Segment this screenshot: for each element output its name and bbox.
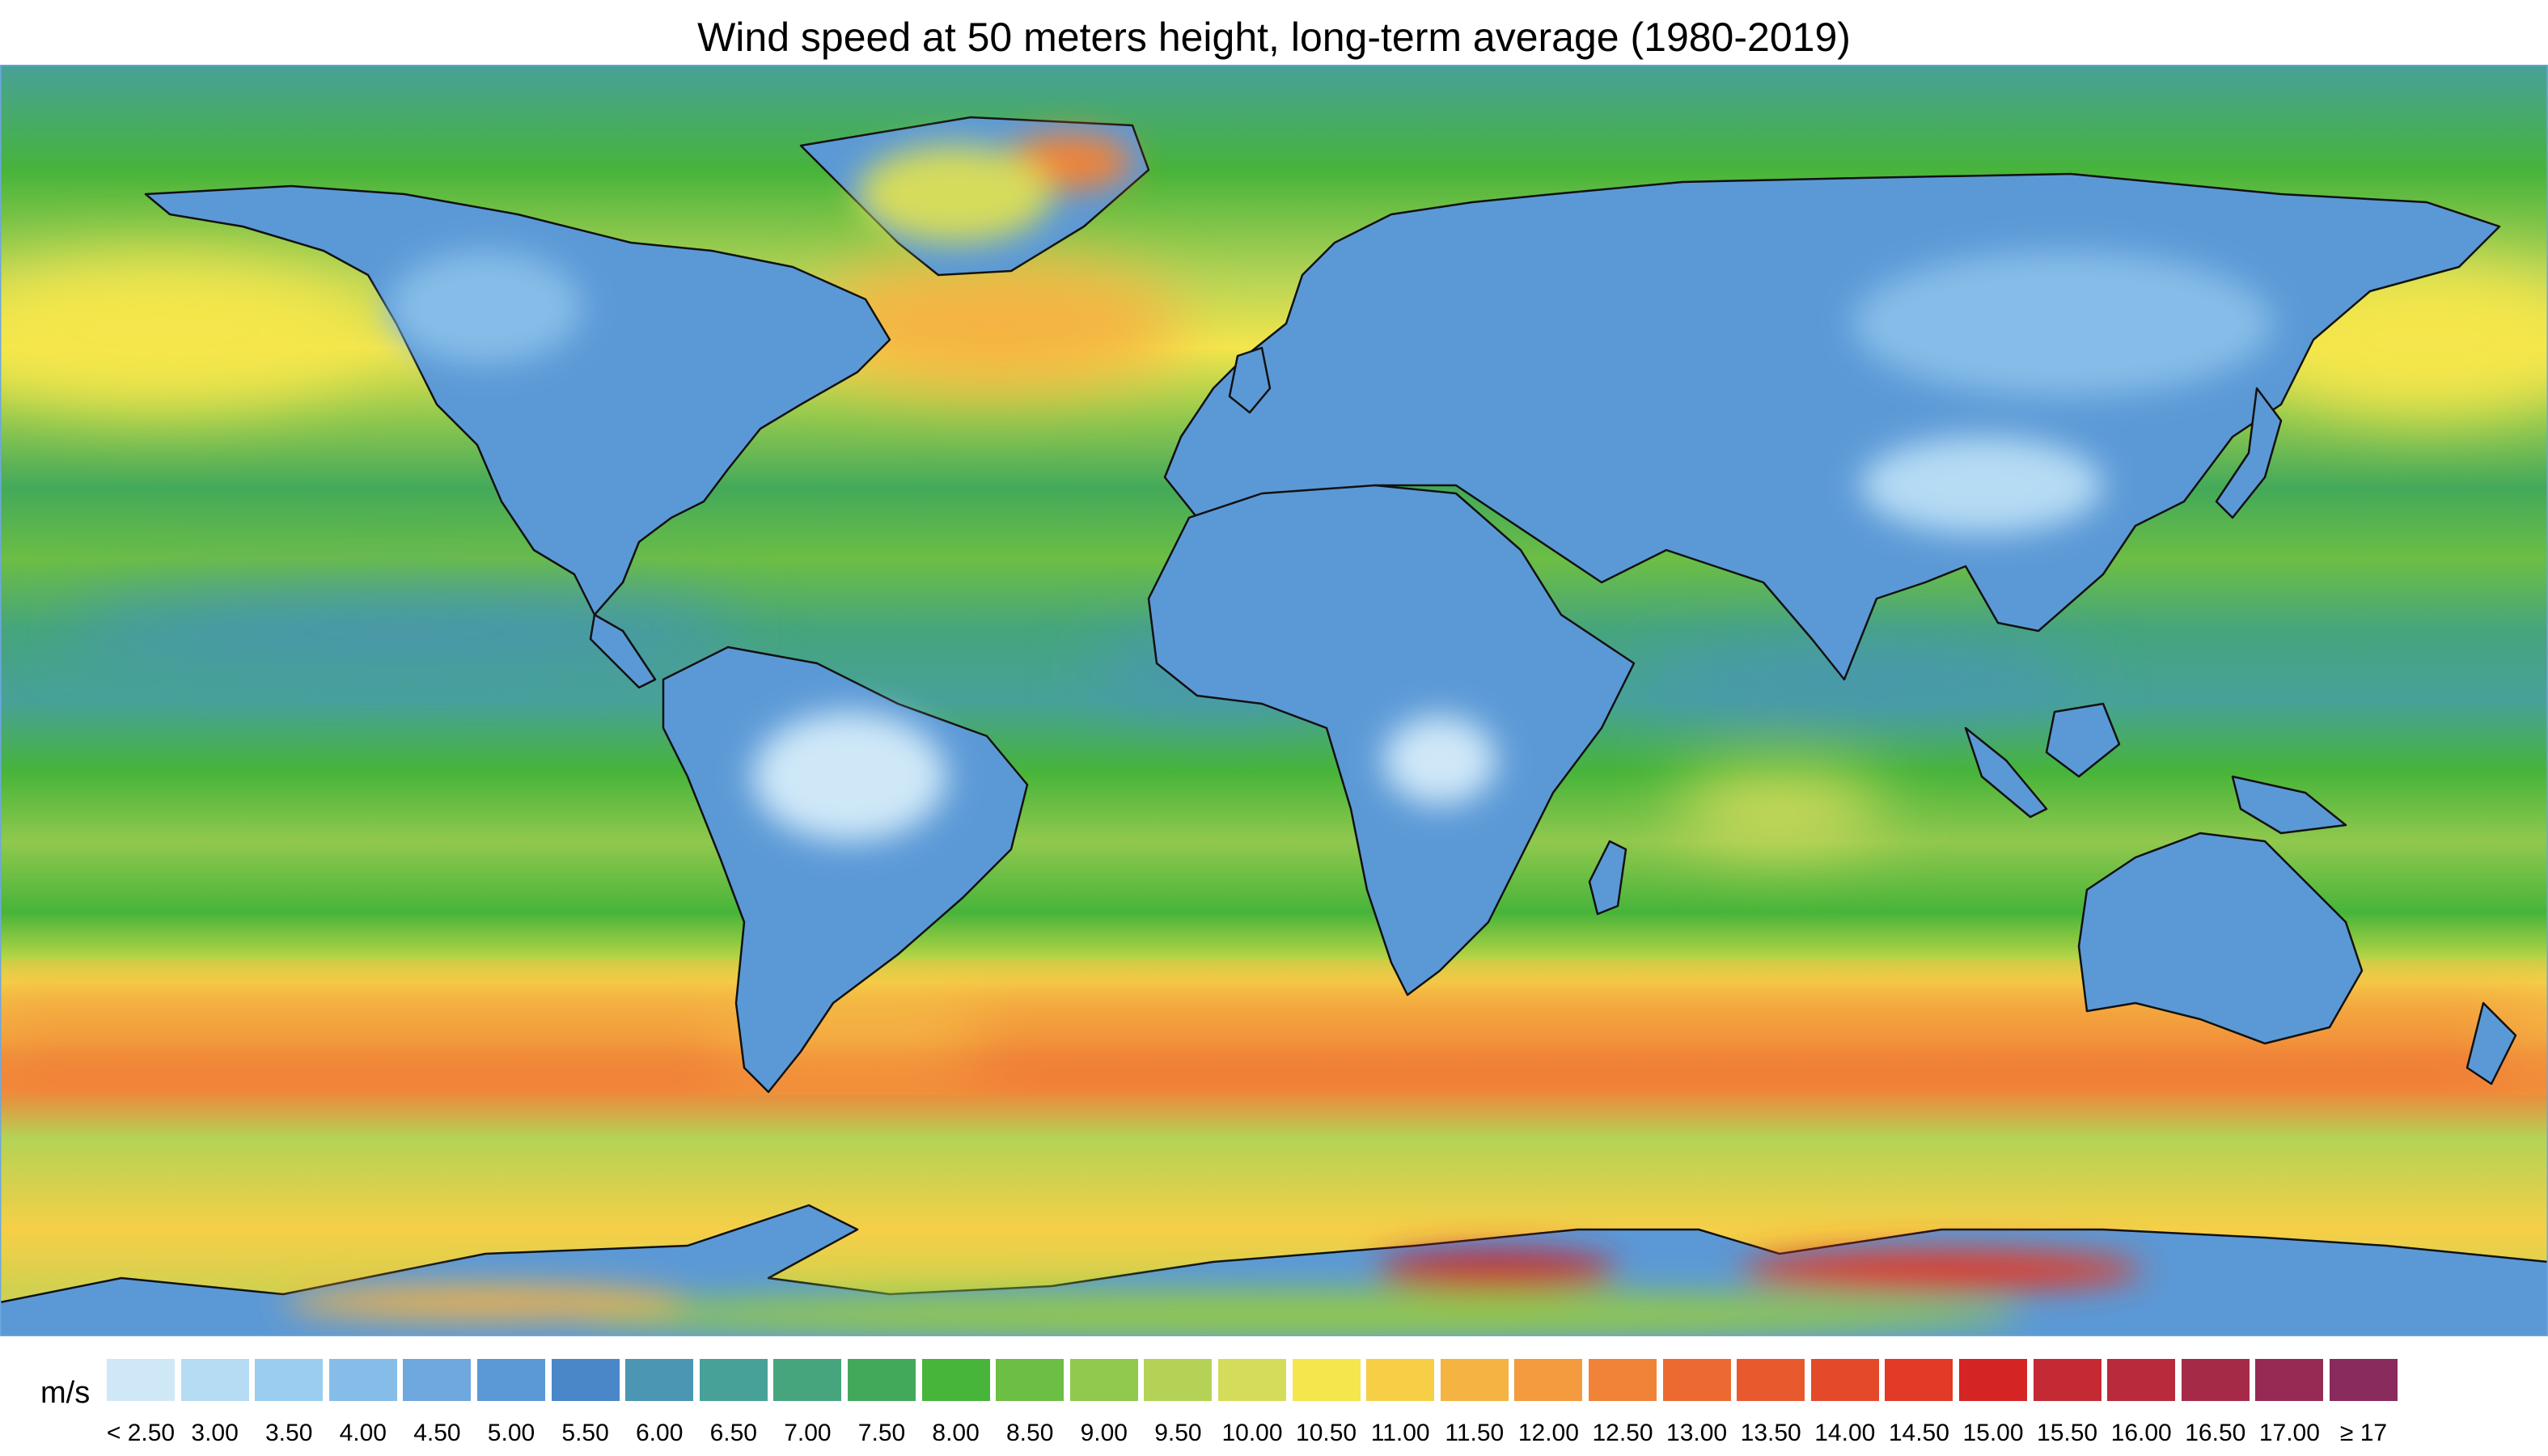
legend-tick-label: 9.50 xyxy=(1154,1420,1202,1446)
legend-tick-label: 14.50 xyxy=(1888,1420,1949,1446)
new-zealand-shape xyxy=(2465,1001,2517,1086)
legend-tick-label: < 2.50 xyxy=(106,1420,176,1446)
legend-swatch xyxy=(1440,1359,1509,1401)
indonesia-borneo-shape xyxy=(2045,702,2121,778)
legend-tick-label: 4.50 xyxy=(413,1420,461,1446)
legend-tick-label: 3.50 xyxy=(265,1420,313,1446)
madagascar-shape xyxy=(1588,840,1627,916)
legend-swatch xyxy=(1737,1359,1805,1401)
antarctic-interior xyxy=(566,1290,2022,1336)
legend-tick-label: 12.50 xyxy=(1592,1420,1653,1446)
legend-swatch xyxy=(328,1359,397,1401)
legend-swatch xyxy=(1959,1359,2027,1401)
legend-tick-label: 14.00 xyxy=(1814,1420,1876,1446)
british-isles-shape xyxy=(1228,346,1272,414)
canada-calm-region xyxy=(388,251,582,364)
north-america-shape xyxy=(144,184,891,616)
legend-tick-label: 9.00 xyxy=(1080,1420,1128,1446)
legend-swatch xyxy=(2181,1359,2250,1401)
legend-swatch xyxy=(1514,1359,1583,1401)
legend-tick-label: 4.00 xyxy=(339,1420,387,1446)
legend-swatch xyxy=(107,1359,175,1401)
indian-ocean-calm xyxy=(1634,647,2087,712)
wind-speed-map xyxy=(0,65,2548,1336)
legend-swatch xyxy=(477,1359,545,1401)
legend-swatch xyxy=(551,1359,620,1401)
legend-swatch xyxy=(848,1359,916,1401)
central-america-shape xyxy=(589,613,657,689)
legend-tick-label: 5.00 xyxy=(487,1420,535,1446)
legend-swatch xyxy=(1069,1359,1138,1401)
legend-swatch xyxy=(1589,1359,1657,1401)
legend-tick-label: 8.50 xyxy=(1005,1420,1054,1446)
legend-swatch xyxy=(625,1359,694,1401)
japan-shape xyxy=(2215,387,2283,519)
legend-tick-label: 10.00 xyxy=(1221,1420,1283,1446)
legend-tick-label: 5.50 xyxy=(561,1420,609,1446)
legend-tick-label: ≥ 17 xyxy=(2339,1420,2388,1446)
legend-swatch xyxy=(1662,1359,1731,1401)
legend-swatch xyxy=(2107,1359,2176,1401)
legend-tick-label: 12.00 xyxy=(1517,1420,1579,1446)
legend-tick-label: 15.00 xyxy=(1962,1420,2024,1446)
legend-tick-label: 16.00 xyxy=(2110,1420,2172,1446)
legend-swatch xyxy=(1144,1359,1213,1401)
legend-tick-label: 7.50 xyxy=(857,1420,906,1446)
map-title: Wind speed at 50 meters height, long-ter… xyxy=(697,15,1851,60)
indonesia-sumatra-shape xyxy=(1964,726,2048,819)
legend-swatch xyxy=(180,1359,249,1401)
tibet-calm-region xyxy=(1860,437,2103,534)
legend-tick-label: 8.00 xyxy=(932,1420,980,1446)
legend-tick-label: 6.00 xyxy=(635,1420,684,1446)
amazon-calm-region xyxy=(752,712,946,841)
legend-swatch xyxy=(1885,1359,1953,1401)
legend-swatch xyxy=(1810,1359,1879,1401)
legend-swatch xyxy=(2330,1359,2398,1401)
legend-tick-label: 16.50 xyxy=(2185,1420,2246,1446)
legend-tick-label: 13.50 xyxy=(1740,1420,1801,1446)
north-pacific-high-wind xyxy=(0,259,372,404)
east-antarctica-hotspot xyxy=(1375,1250,1618,1290)
continents xyxy=(0,116,2548,1336)
southern-ocean-core-west xyxy=(0,1035,728,1076)
legend-tick-label: 11.00 xyxy=(1370,1420,1430,1446)
legend-swatch xyxy=(2255,1359,2324,1401)
legend-swatch xyxy=(996,1359,1064,1401)
legend-swatch xyxy=(1366,1359,1435,1401)
legend-swatch xyxy=(255,1359,324,1401)
greenland-interior xyxy=(857,146,1052,243)
world-map-svg xyxy=(0,65,2548,1336)
congo-calm-region xyxy=(1383,716,1496,805)
legend-unit-label: m/s xyxy=(40,1376,91,1410)
north-atlantic-high-wind xyxy=(809,259,1181,388)
legend-tick-label: 11.50 xyxy=(1445,1420,1505,1446)
legend-tick-label: 6.50 xyxy=(709,1420,757,1446)
australia-shape xyxy=(2077,832,2364,1045)
legend-tick-label: 7.00 xyxy=(784,1420,832,1446)
legend-tick-label: 13.00 xyxy=(1666,1420,1728,1446)
legend-swatch xyxy=(699,1359,768,1401)
legend-tick-label: 17.00 xyxy=(2258,1420,2320,1446)
legend-swatch xyxy=(2033,1359,2101,1401)
south-indian-ocean-band xyxy=(1674,772,1885,845)
east-antarctica-hotspot-2 xyxy=(1739,1250,2144,1290)
legend-swatch xyxy=(1218,1359,1286,1401)
legend-swatch xyxy=(403,1359,472,1401)
legend-tick-label: 3.00 xyxy=(191,1420,239,1446)
legend-swatch xyxy=(1292,1359,1361,1401)
legend-tick-label: 10.50 xyxy=(1296,1420,1357,1446)
legend-tick-label: 15.50 xyxy=(2037,1420,2098,1446)
equatorial-pacific-calm xyxy=(65,595,744,667)
legend-swatch xyxy=(921,1359,990,1401)
legend-swatch xyxy=(773,1359,842,1401)
siberia-calm-region xyxy=(1852,251,2273,396)
west-antarctica-hotspot xyxy=(283,1286,688,1318)
new-guinea-shape xyxy=(2231,775,2347,835)
